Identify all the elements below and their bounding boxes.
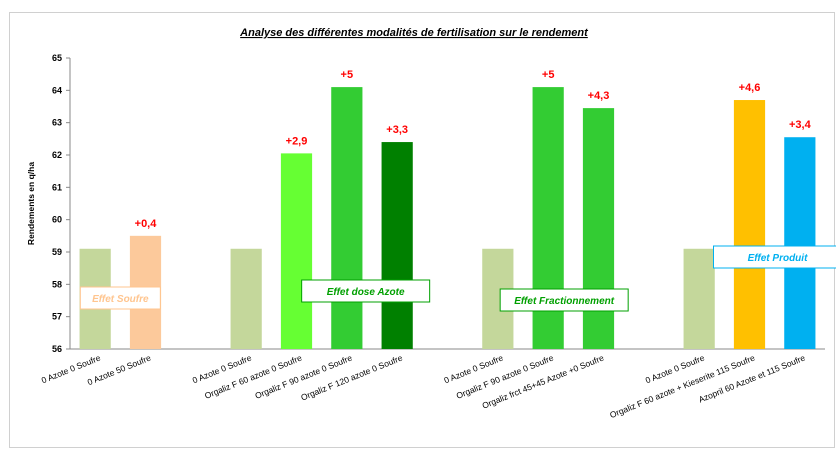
data-label: +3,3 [386, 124, 408, 136]
y-tick-label: 57 [52, 312, 62, 322]
data-labels: +0,4 +2,9 +5 +3,3 +5 +4,3 +4,6 +3,4 [135, 69, 812, 230]
chart-title: Analyse des différentes modalités de fer… [239, 27, 589, 39]
annotation-label: Effet Produit [748, 253, 808, 264]
bar [280, 153, 313, 349]
y-tick-label: 62 [52, 150, 62, 160]
data-label: +2,9 [286, 135, 308, 147]
chart-frame: Analyse des différentes modalités de fer… [9, 12, 836, 448]
bar [683, 248, 715, 349]
bar [230, 248, 262, 349]
annotations: Effet Soufre Effet dose Azote Effet Fracti… [79, 245, 836, 312]
chart-svg: Analyse des différentes modalités de fer… [26, 27, 836, 420]
annotation-label: Effet Soufre [92, 294, 149, 305]
bar [381, 142, 413, 349]
y-tick-label: 60 [52, 215, 62, 225]
annotation-label: Effet Fractionnement [514, 296, 614, 307]
bar [582, 108, 615, 349]
y-tick-label: 61 [52, 182, 62, 192]
data-label: +4,3 [588, 90, 610, 102]
y-axis-label: Rendements en q/ha [26, 162, 36, 245]
data-label: +4,6 [739, 82, 761, 94]
annotation-label: Effet dose Azote [327, 287, 405, 298]
data-label: +3,4 [789, 119, 812, 131]
bar [331, 87, 363, 349]
annotation-box [301, 279, 431, 303]
y-tick-label: 65 [52, 53, 62, 63]
bar [733, 100, 766, 350]
data-label: +0,4 [135, 218, 158, 230]
y-tick-label: 59 [52, 247, 62, 257]
y-tick-label: 64 [52, 85, 62, 95]
data-label: +5 [542, 69, 555, 81]
data-label: +5 [341, 69, 354, 81]
y-tick-label: 56 [52, 344, 62, 354]
annotation-box [499, 288, 629, 312]
annotation-box [79, 286, 161, 310]
y-tick-label: 63 [52, 118, 62, 128]
annotation-box [713, 245, 836, 269]
bar [784, 137, 816, 349]
y-tick-label: 58 [52, 279, 62, 289]
bars [79, 87, 816, 350]
